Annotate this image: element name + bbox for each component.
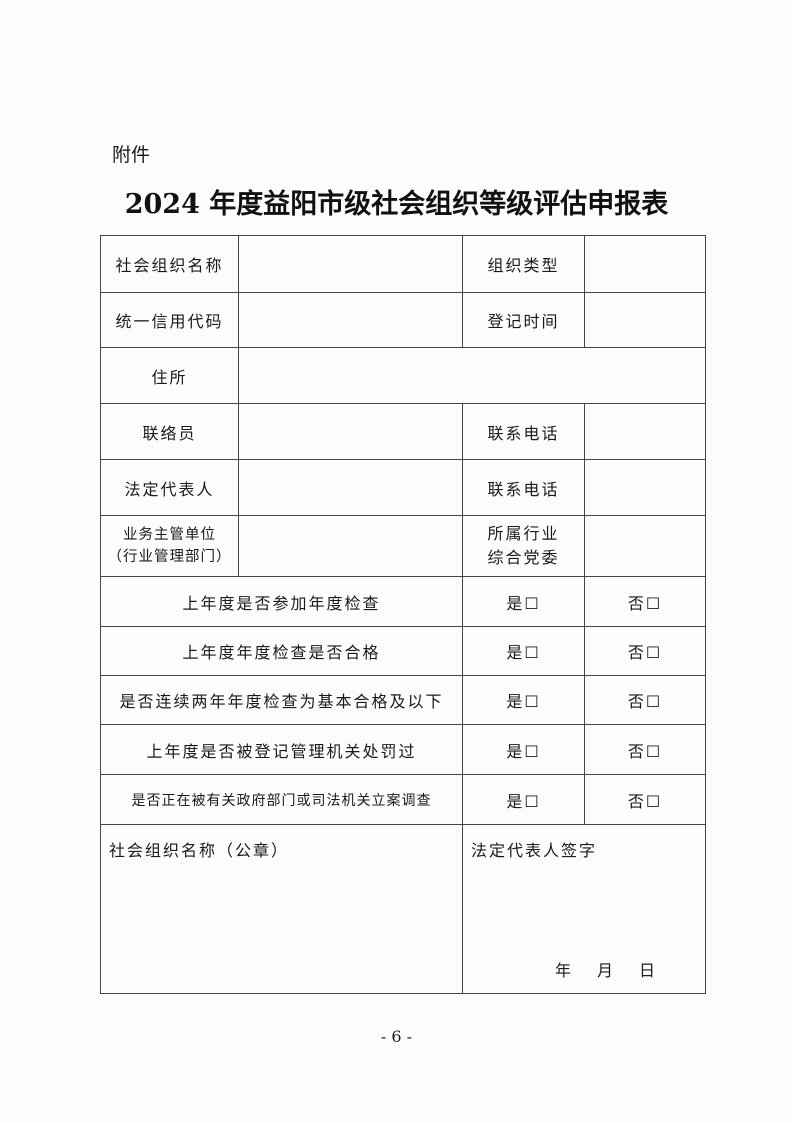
rep-sign-label: 法定代表人签字: [471, 841, 598, 860]
org-type-field[interactable]: [584, 235, 706, 293]
yes-checkbox[interactable]: 是☐: [462, 724, 585, 775]
label-supervisor: 业务主管单位 （行业管理部门）: [100, 515, 239, 577]
supervisor-line-2: （行业管理部门）: [107, 549, 232, 565]
no-checkbox[interactable]: 否☐: [584, 675, 706, 725]
label-org-type: 组织类型: [462, 235, 585, 293]
question-text: 上年度是否参加年度检查: [100, 576, 463, 627]
label-phone-2: 联系电话: [462, 459, 585, 516]
label-phone-1: 联系电话: [462, 403, 585, 460]
address-field[interactable]: [238, 347, 706, 404]
no-checkbox[interactable]: 否☐: [584, 774, 706, 825]
attachment-label: 附件: [112, 144, 151, 166]
label-credit-code: 统一信用代码: [100, 292, 239, 348]
no-checkbox[interactable]: 否☐: [584, 576, 706, 627]
yes-checkbox[interactable]: 是☐: [462, 774, 585, 825]
liaison-field[interactable]: [238, 403, 463, 460]
label-liaison: 联络员: [100, 403, 239, 460]
supervisor-field[interactable]: [238, 515, 463, 577]
label-org-name: 社会组织名称: [100, 235, 239, 293]
page-number: - 6 -: [380, 1027, 413, 1046]
seal-area[interactable]: 社会组织名称（公章）: [100, 824, 463, 994]
party-line-1: 所属行业: [487, 524, 560, 543]
page-title: 2024 年度益阳市级社会组织等级评估申报表: [124, 189, 669, 220]
party-committee-field[interactable]: [584, 515, 706, 577]
label-address: 住所: [100, 347, 239, 404]
label-reg-time: 登记时间: [462, 292, 585, 348]
rep-signature-area[interactable]: 法定代表人签字 年 月 日: [462, 824, 706, 994]
no-checkbox[interactable]: 否☐: [584, 724, 706, 775]
year-label: 年: [554, 961, 571, 980]
yes-checkbox[interactable]: 是☐: [462, 626, 585, 676]
party-line-2: 综合党委: [487, 548, 560, 567]
date-line: 年月日: [529, 957, 655, 981]
phone-1-field[interactable]: [584, 403, 706, 460]
yes-checkbox[interactable]: 是☐: [462, 675, 585, 725]
day-label: 日: [638, 961, 655, 980]
no-checkbox[interactable]: 否☐: [584, 626, 706, 676]
org-name-field[interactable]: [238, 235, 463, 293]
question-text: 是否连续两年年度检查为基本合格及以下: [100, 675, 463, 725]
credit-code-field[interactable]: [238, 292, 463, 348]
month-label: 月: [596, 961, 613, 980]
seal-label: 社会组织名称（公章）: [109, 841, 290, 860]
phone-2-field[interactable]: [584, 459, 706, 516]
legal-rep-field[interactable]: [238, 459, 463, 516]
label-party-committee: 所属行业 综合党委: [462, 515, 585, 577]
question-text: 是否正在被有关政府部门或司法机关立案调查: [100, 774, 463, 825]
question-text: 上年度是否被登记管理机关处罚过: [100, 724, 463, 775]
label-legal-rep: 法定代表人: [100, 459, 239, 516]
question-text: 上年度年度检查是否合格: [100, 626, 463, 676]
reg-time-field[interactable]: [584, 292, 706, 348]
supervisor-line-1: 业务主管单位: [123, 527, 216, 543]
yes-checkbox[interactable]: 是☐: [462, 576, 585, 627]
application-form: 社会组织名称 组织类型 统一信用代码 登记时间 住所 联络员 联系电话 法定代表…: [100, 235, 706, 994]
